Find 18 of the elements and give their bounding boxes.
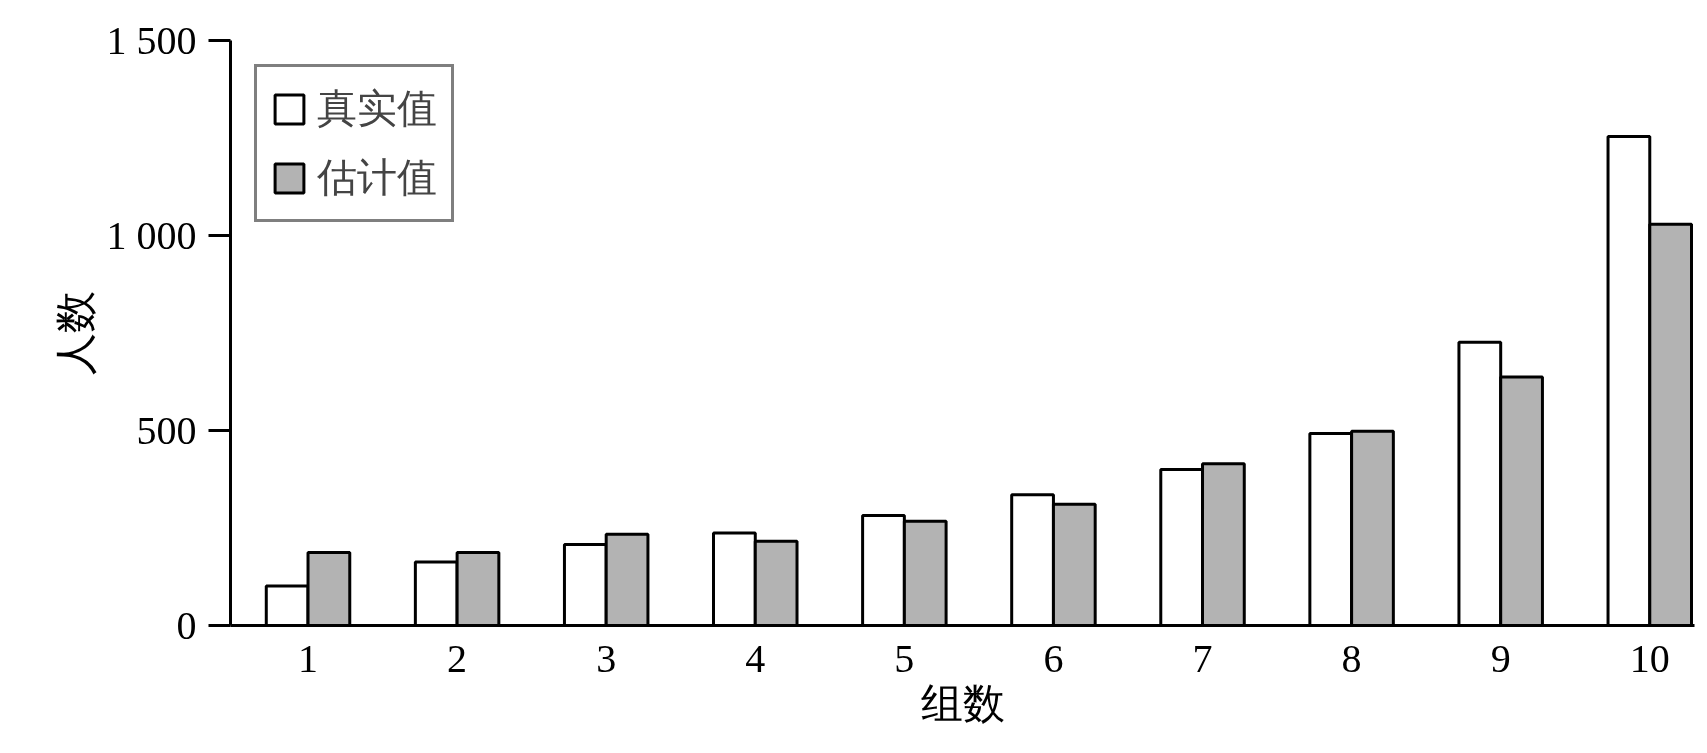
y-tick-label: 0 — [176, 603, 197, 648]
y-tick-label: 500 — [136, 408, 197, 453]
legend-label: 真实值 — [317, 85, 437, 132]
legend-label: 估计值 — [317, 154, 437, 201]
x-tick-label: 5 — [894, 635, 915, 681]
x-tick-label: 10 — [1629, 635, 1670, 681]
x-axis-title: 组数 — [920, 679, 1005, 727]
y-axis-title: 人数 — [51, 291, 99, 375]
x-tick-label: 7 — [1192, 635, 1213, 681]
y-tick-label: 1 500 — [106, 18, 197, 63]
x-tick-label: 8 — [1341, 635, 1362, 681]
x-tick-label: 6 — [1043, 635, 1064, 681]
y-tick-label: 1 000 — [106, 213, 197, 258]
x-tick-label: 9 — [1490, 635, 1511, 681]
x-tick-label: 2 — [447, 635, 468, 681]
x-tick-label: 4 — [745, 635, 766, 681]
x-tick-label: 1 — [298, 635, 319, 681]
x-tick-label: 3 — [596, 635, 617, 681]
